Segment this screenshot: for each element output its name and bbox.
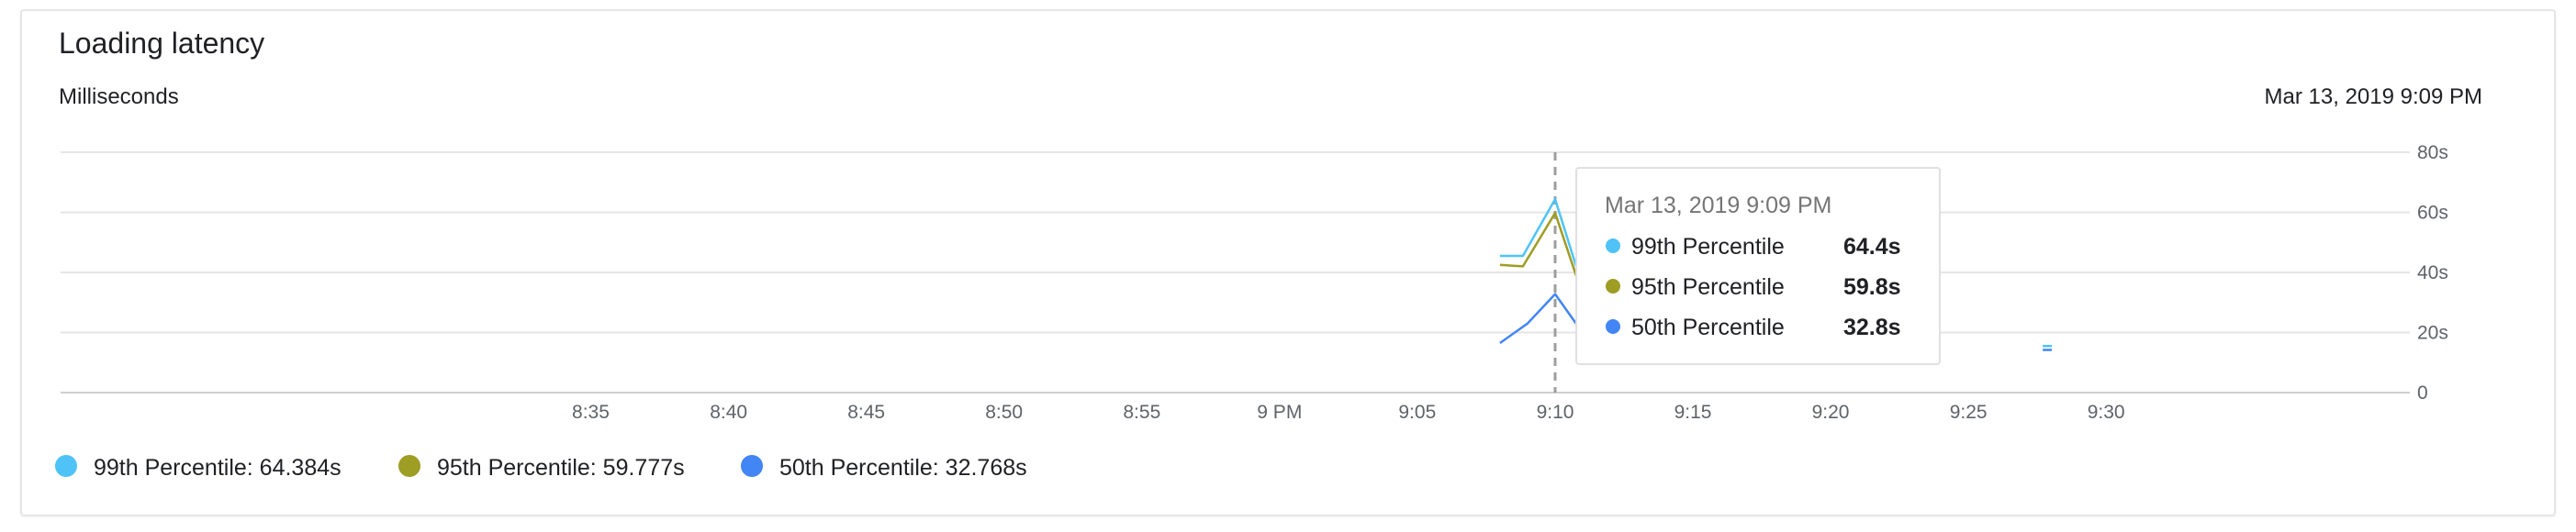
legend-swatch	[398, 455, 420, 477]
tooltip-series-name: 99th Percentile	[1631, 234, 1785, 260]
x-tick-label: 9 PM	[1257, 402, 1302, 423]
tooltip-swatch	[1606, 279, 1620, 294]
x-tick-label: 8:40	[710, 402, 747, 423]
tooltip-title: Mar 13, 2019 9:09 PM	[1605, 193, 1831, 218]
tooltip-series-value: 32.8s	[1843, 315, 1901, 340]
series-line-2	[1500, 213, 1578, 282]
card-title: Loading latency	[59, 27, 264, 60]
y-tick-label: 60s	[2417, 203, 2448, 224]
gridlines	[61, 152, 2410, 393]
unit-label: Milliseconds	[59, 84, 179, 109]
x-tick-label: 8:45	[847, 402, 885, 423]
tooltip-series-value: 59.8s	[1843, 274, 1901, 300]
y-axis: 0 20s 40s 60s 80s	[2417, 142, 2448, 404]
legend: 99th Percentile: 64.384s 95th Percentile:…	[55, 455, 1027, 481]
x-tick-label: 9:20	[1812, 402, 1850, 423]
hover-tooltip: Mar 13, 2019 9:09 PM 99th Percentile 64.4s…	[1576, 168, 1940, 364]
current-timestamp: Mar 13, 2019 9:09 PM	[2265, 84, 2482, 109]
tooltip-series-name: 50th Percentile	[1631, 315, 1785, 340]
tooltip-swatch	[1606, 319, 1620, 334]
legend-swatch	[741, 455, 763, 477]
x-tick-label: 8:35	[572, 402, 610, 423]
x-tick-label: 8:50	[985, 402, 1023, 423]
x-tick-label: 9:25	[1950, 402, 1988, 423]
y-tick-label: 40s	[2417, 262, 2448, 283]
tooltip-series-name: 95th Percentile	[1631, 274, 1785, 300]
x-tick-label: 9:15	[1674, 402, 1712, 423]
x-tick-label: 8:55	[1123, 402, 1160, 423]
legend-item-label: 99th Percentile: 64.384s	[94, 455, 342, 481]
stray-marks	[2043, 346, 2052, 349]
series-line-1	[1500, 199, 1578, 272]
x-tick-label: 9:30	[2088, 402, 2125, 423]
x-tick-label: 9:05	[1398, 402, 1436, 423]
legend-item-label: 50th Percentile: 32.768s	[779, 455, 1027, 481]
y-tick-label: 20s	[2417, 323, 2448, 344]
y-tick-label: 0	[2417, 382, 2428, 404]
tooltip-series-value: 64.4s	[1843, 234, 1901, 260]
legend-swatch	[55, 455, 77, 477]
y-tick-label: 80s	[2417, 142, 2448, 163]
x-axis: 8:35 8:40 8:45 8:50 8:55 9 PM 9:05 9:10 9:15 9:20…	[572, 402, 2125, 423]
legend-item-label: 95th Percentile: 59.777s	[437, 455, 685, 481]
x-tick-label: 9:10	[1537, 402, 1574, 423]
tooltip-swatch	[1606, 238, 1620, 253]
